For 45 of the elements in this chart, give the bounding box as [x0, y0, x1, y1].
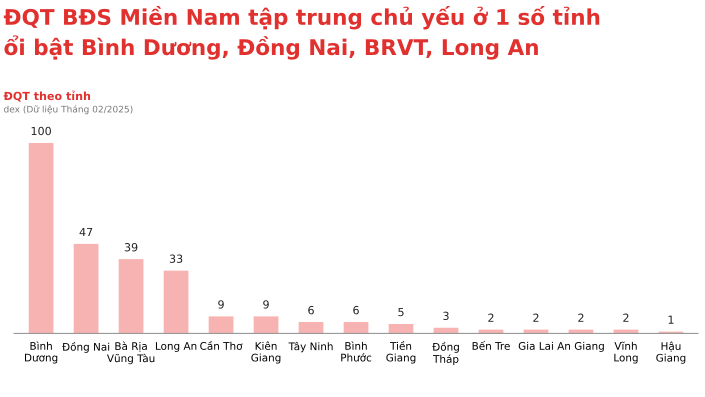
x-tick-label: Bến Tre: [472, 340, 510, 350]
x-tick-label: Vĩnh Long: [614, 342, 638, 364]
bar: [478, 330, 504, 334]
x-tick-label: Gia Lai: [518, 342, 553, 350]
data-label: 1: [668, 316, 674, 324]
bar: [254, 316, 278, 334]
data-label: 9: [263, 300, 269, 309]
x-tick-label: An Giang: [557, 342, 604, 352]
x-tick-label: Bình Phước: [341, 341, 372, 362]
bar: [74, 244, 98, 334]
data-label: 39: [124, 243, 138, 252]
bar: [298, 322, 324, 334]
x-tick-label: Kiên Giang: [251, 341, 280, 364]
data-label: 100: [32, 126, 51, 136]
bar: [614, 330, 638, 334]
text: dex (Dữ liệu Tháng 02/2025): [4, 105, 132, 114]
chart-subtitle: ĐQT theo tỉnh: [4, 90, 90, 102]
x-tick-label: Long An: [156, 342, 196, 352]
chart-title: ĐQT BĐS Miền Nam tập trung chủ yếu ở 1 số tỉnh ổi bật Bình Dương, Đồng Nai, BRVT, Long An: [4, 6, 600, 60]
data-label: 2: [488, 314, 494, 322]
x-tick-label: Tiền Giang: [386, 340, 416, 364]
x-tick-label: Cần Thơ: [200, 340, 242, 350]
data-label: 47: [80, 228, 92, 236]
data-label: 33: [170, 254, 182, 263]
data-label: 2: [578, 314, 584, 322]
data-label: 3: [443, 312, 449, 320]
x-tick-label: Đồng Nai: [62, 342, 110, 353]
x-tick-label: Bình Dương: [25, 341, 58, 364]
bar: [208, 316, 234, 334]
x-tick-label: Tây Ninh: [288, 342, 333, 352]
x-tick-label: Đồng Tháp: [432, 342, 459, 365]
data-label: 9: [218, 300, 224, 309]
data-label: 2: [533, 314, 538, 322]
data-label: 6: [353, 306, 359, 314]
bar: [524, 330, 548, 334]
bar: [344, 322, 368, 334]
bar: [164, 270, 188, 334]
bar: [388, 324, 414, 334]
data-label: 2: [623, 314, 628, 322]
x-tick-label: Hậu Giang: [656, 342, 686, 364]
bar: [568, 330, 594, 334]
data-label: 6: [308, 306, 314, 314]
data-label: 5: [398, 308, 404, 316]
bar: [118, 259, 144, 334]
bar: [28, 142, 54, 334]
